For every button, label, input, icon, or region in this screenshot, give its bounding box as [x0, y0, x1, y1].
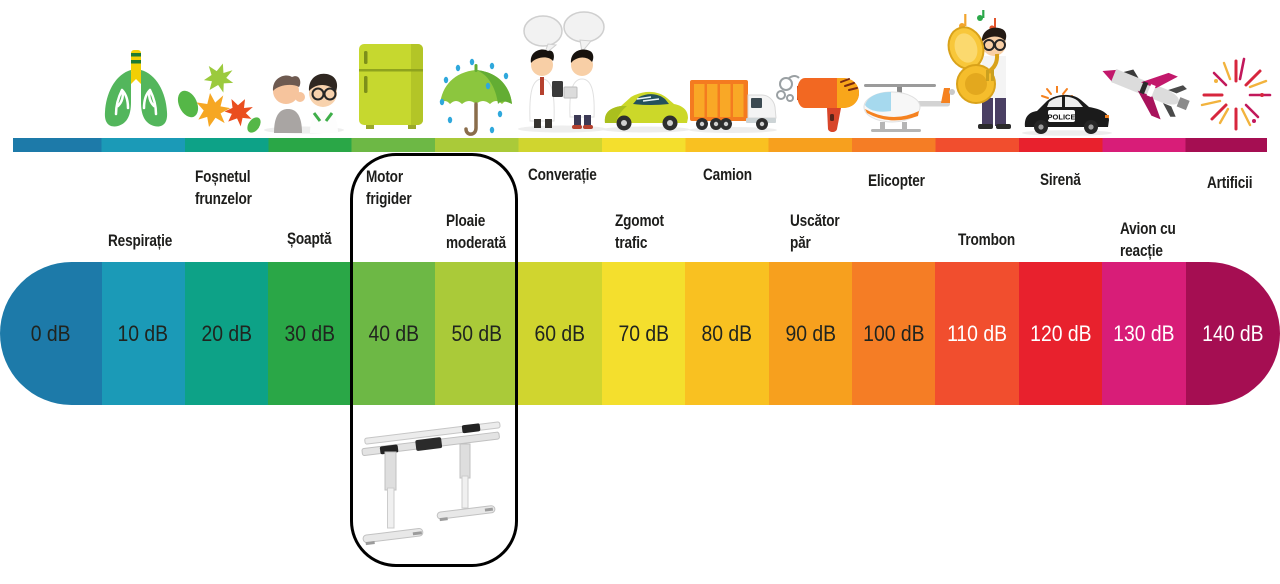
tuba-player-icon: [936, 10, 1024, 132]
db-segment: 40 dB: [351, 262, 436, 405]
db-segment: 130 dB: [1102, 262, 1186, 405]
db-value: 130 dB: [1113, 320, 1175, 346]
db-value: 60 dB: [534, 320, 586, 346]
lungs-icon: [98, 50, 174, 132]
db-segment: 140 dB: [1185, 262, 1280, 405]
db-segment: 70 dB: [601, 262, 686, 405]
db-value: 20 dB: [201, 320, 252, 346]
db-value: 140 dB: [1202, 320, 1264, 346]
category-label: Elicopter: [868, 171, 925, 190]
category-label: Artificii: [1207, 173, 1253, 192]
jet-icon: [1097, 48, 1197, 130]
db-value: 90 dB: [785, 320, 836, 346]
db-value: 100 dB: [863, 320, 925, 346]
decibel-band: 0 dB 10 dB 20 dB 30 dB 40 dB 50 dB 60 dB 70 dB 8…: [0, 262, 1280, 405]
db-value: 0 dB: [30, 320, 71, 346]
category-label: Foșnetul frunzelor: [195, 167, 252, 208]
db-value: 80 dB: [701, 320, 753, 346]
car-icon: [601, 87, 691, 133]
db-segment: 90 dB: [768, 262, 853, 405]
category-label: Converație: [528, 165, 597, 184]
hair-dryer-icon: [775, 68, 863, 134]
helicopter-icon: [858, 80, 958, 138]
category-label: Zgomot trafic: [615, 211, 664, 252]
db-value: 10 dB: [117, 320, 169, 346]
whisper-icon: [262, 64, 346, 134]
police-car-icon: POLICE: [1021, 86, 1113, 136]
db-value: 70 dB: [618, 320, 669, 346]
db-segment: 20 dB: [184, 262, 269, 405]
db-value: 110 dB: [947, 320, 1008, 346]
truck-icon: [688, 78, 778, 134]
umbrella-rain-icon: [436, 58, 516, 142]
category-label: Camion: [703, 165, 752, 184]
category-label: Respirație: [108, 231, 173, 250]
db-segment: 100 dB: [852, 262, 936, 405]
db-value: 120 dB: [1029, 320, 1092, 346]
db-segment: 0 dB: [0, 262, 102, 405]
db-value: 40 dB: [368, 320, 419, 346]
db-segment: 60 dB: [518, 262, 602, 405]
color-ruler-strip: [13, 138, 1267, 152]
db-segment: 110 dB: [935, 262, 1019, 405]
fireworks-icon: [1192, 50, 1280, 140]
db-segment: 120 dB: [1018, 262, 1103, 405]
category-label: Uscător păr: [790, 211, 840, 252]
svg-text:POLICE: POLICE: [1048, 113, 1076, 122]
category-label: Ploaie moderată: [446, 211, 506, 252]
category-label: Șoaptă: [287, 229, 332, 248]
db-value: 50 dB: [451, 320, 503, 346]
category-label: Avion cu reacție: [1120, 219, 1176, 260]
db-segment: 30 dB: [268, 262, 352, 405]
db-segment: 50 dB: [435, 262, 519, 405]
db-segment: 10 dB: [101, 262, 185, 405]
leaves-icon: [175, 56, 261, 134]
category-label: Trombon: [958, 230, 1016, 249]
highlight-box: [350, 153, 518, 567]
db-segment: 80 dB: [685, 262, 769, 405]
conversation-icon: [514, 8, 610, 134]
standing-desk-icon: [357, 410, 509, 550]
fridge-icon: [354, 44, 428, 130]
category-label: Sirenă: [1040, 170, 1081, 189]
db-value: 30 dB: [284, 320, 336, 346]
